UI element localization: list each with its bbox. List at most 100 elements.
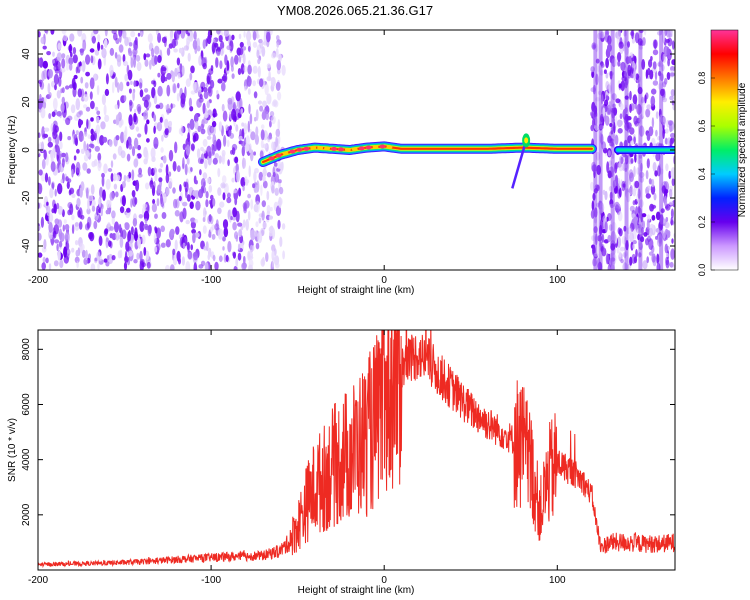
spectrogram-noise-cell	[614, 115, 618, 128]
spectrogram-noise-cell	[152, 198, 156, 205]
spectrogram-noise-cell	[670, 66, 675, 72]
spectrogram-noise-cell	[179, 184, 182, 192]
spectrogram-noise-cell	[665, 217, 669, 222]
spectrogram-noise-cell	[666, 253, 669, 258]
spectrogram-noise-cell	[114, 52, 118, 59]
spectrogram-noise-cell	[217, 167, 221, 178]
spectrogram-noise-cell	[599, 69, 604, 76]
spectrogram-noise-cell	[243, 31, 246, 38]
spectrogram-noise-cell	[234, 231, 239, 240]
spectrogram-noise-cell	[634, 180, 640, 189]
spectrogram-noise-cell	[102, 136, 108, 143]
spectrogram-noise-cell	[218, 155, 222, 164]
spectrogram-noise-cell	[132, 217, 138, 227]
spectrogram-noise-cell	[207, 34, 212, 45]
spectrogram-noise-cell	[119, 236, 124, 248]
spectrogram-noise-cell	[205, 199, 209, 208]
spectrogram-signal-blob	[365, 145, 372, 150]
spectrogram-noise-cell	[149, 184, 154, 190]
spectrogram-noise-cell	[247, 210, 251, 221]
spectrogram-noise-cell	[157, 32, 162, 44]
spectrogram-noise-cell	[48, 213, 54, 223]
spectrogram-noise-cell	[195, 200, 201, 211]
spectrogram-noise-cell	[203, 90, 209, 100]
spectrogram-noise-cell	[66, 181, 70, 189]
spectrogram-noise-cell	[145, 250, 150, 261]
spectrogram-noise-cell	[235, 163, 239, 173]
spectrogram-noise-cell	[103, 38, 108, 49]
spectrogram-noise-cell	[89, 91, 93, 100]
spectrogram-noise-cell	[241, 122, 245, 127]
spectrogram-noise-cell	[266, 76, 272, 82]
spectrogram-noise-cell	[186, 241, 190, 251]
spectrogram-noise-cell	[172, 161, 177, 172]
spectrogram-noise-cell	[76, 197, 81, 208]
spectrogram-noise-cell	[624, 76, 628, 89]
spectrogram-noise-cell	[63, 255, 69, 264]
spectrogram-noise-cell	[217, 78, 223, 84]
spectrogram-noise-cell	[271, 244, 276, 252]
spectrogram-noise-cell	[238, 187, 242, 197]
spectrogram-noise-cell	[168, 171, 172, 177]
spectrogram-noise-cell	[593, 207, 598, 218]
spectrogram-noise-cell	[73, 74, 78, 80]
spectrogram-noise-cell	[616, 246, 620, 254]
spectrogram-noise-cell	[200, 158, 204, 164]
spectrogram-noise-cell	[79, 243, 85, 251]
spectrogram-noise-cell	[652, 49, 659, 56]
spectrogram-noise-cell	[668, 201, 674, 206]
spectrogram-noise-cell	[87, 198, 90, 211]
spectrogram-noise-cell	[80, 148, 85, 154]
spectrogram-noise-cell	[608, 186, 613, 192]
spectrogram-noise-cell	[254, 184, 259, 193]
spectrogram-noise-cell	[106, 255, 110, 261]
spectrogram-noise-cell	[223, 135, 227, 147]
spectrogram-noise-cell	[621, 235, 627, 245]
spectrogram-noise-cell	[151, 80, 156, 85]
spectrogram-noise-cell	[101, 94, 106, 106]
spectrogram-noise-cell	[202, 102, 206, 115]
spectrogram-noise-cell	[131, 190, 136, 198]
spectrogram-noise-cell	[200, 178, 206, 188]
spectrogram-noise-cell	[111, 216, 116, 225]
spectrogram-noise-cell	[657, 60, 663, 68]
spectrogram-noise-cell	[45, 257, 49, 264]
spectrogram-noise-cell	[42, 256, 46, 263]
spectrogram-noise-cell	[100, 121, 106, 130]
spectrogram-noise-cell	[90, 117, 94, 122]
spectrogram-noise-cell	[643, 30, 647, 36]
spectrogram-noise-cell	[91, 205, 96, 212]
spectrogram-noise-cell	[634, 55, 637, 64]
spectrogram-noise-cell	[69, 33, 75, 42]
spectrogram-noise-cell	[57, 183, 63, 195]
spectrogram-noise-cell	[160, 73, 166, 84]
spectrogram-noise-cell	[604, 115, 610, 126]
spectrogram-noise-cell	[672, 104, 675, 111]
spectrogram-noise-cell	[200, 128, 206, 135]
spectrogram-noise-cell	[605, 80, 610, 90]
spectrogram-noise-cell	[664, 30, 668, 37]
spectrogram-noise-cell	[38, 225, 41, 230]
spectrogram-signal-blob	[303, 146, 310, 151]
spectrogram-noise-cell	[222, 73, 228, 83]
spectrogram-noise-cell	[616, 119, 623, 128]
spectrogram-noise-cell	[91, 160, 96, 168]
spectrogram-noise-cell	[49, 187, 54, 199]
spectrogram-noise-cell	[243, 256, 246, 265]
spectrogram-noise-cell	[84, 131, 88, 137]
spectrogram-noise-cell	[650, 95, 656, 107]
colorbar-ticks: 0.0 0.2 0.4 0.6 0.8	[697, 72, 715, 276]
spectrogram-noise-cell	[237, 243, 241, 251]
spectrogram-noise-cell	[71, 214, 75, 221]
spectrogram-noise-cell	[593, 226, 598, 234]
spectrogram-noise-cell	[670, 216, 673, 226]
spectrogram-noise-cell	[56, 243, 59, 252]
spectrogram-noise-cell	[254, 230, 258, 237]
spectrogram-noise-cell	[649, 203, 655, 212]
spectrogram-noise-cell	[97, 34, 101, 42]
spectrogram-noise-cell	[119, 81, 124, 92]
spectrogram-noise-cell	[220, 40, 225, 50]
spectrogram-noise-cell	[212, 134, 217, 146]
spectrogram-noise-cell	[182, 242, 186, 249]
spectrogram-noise-cell	[157, 72, 161, 78]
